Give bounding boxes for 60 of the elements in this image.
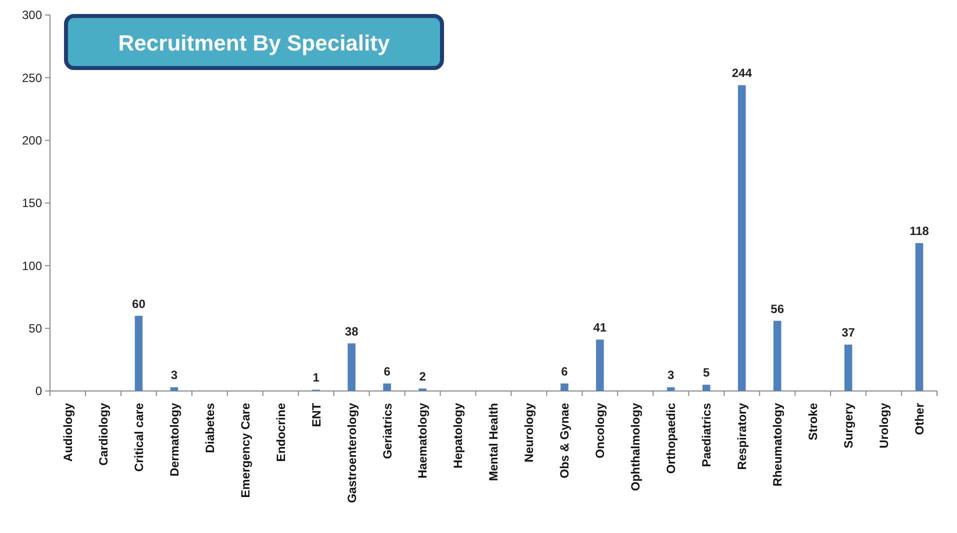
text: Recruitment By Speciality (118, 30, 390, 56)
x-tick-label: Urology (876, 402, 891, 448)
data-label: 118 (910, 224, 930, 238)
bar (844, 344, 852, 391)
data-label: 37 (842, 326, 856, 340)
x-tick-label: Paediatrics (700, 402, 714, 468)
bar (383, 383, 391, 391)
x-tick-label: Oncology (593, 402, 608, 458)
x-tick-label: Other (912, 402, 926, 436)
x-tick-label: Obs & Gynae (558, 402, 572, 478)
data-label: 38 (344, 324, 359, 338)
y-tick-label: 0 (35, 384, 42, 398)
data-label: 244 (732, 66, 752, 80)
x-tick-label: Gastroenterology (344, 402, 359, 504)
x-tick-label: Cardiology (96, 402, 110, 466)
x-tick-label: Mental Health (486, 403, 501, 482)
x-tick-label: Emergency Care (238, 402, 252, 498)
bar (773, 320, 782, 391)
bar (560, 383, 568, 391)
x-tick-label: Surgery (842, 402, 856, 448)
x-tick-label: Audiology (60, 402, 75, 462)
x-tick-label: Neurology (522, 402, 536, 462)
x-tick-label: Endocrine (274, 402, 288, 462)
data-label: 2 (419, 369, 426, 384)
data-label: 56 (770, 302, 784, 316)
x-tick-label: ENT (309, 402, 324, 427)
x-tick-label: Critical care (132, 402, 146, 472)
x-tick-label: Dermatology (167, 402, 182, 476)
data-label: 5 (703, 366, 710, 380)
data-label: 41 (593, 320, 607, 335)
bar (134, 316, 143, 391)
bar (170, 387, 178, 391)
data-label: 1 (312, 370, 320, 385)
x-tick-label: Geriatrics (380, 402, 394, 460)
x-tick-label: Orthopaedic (664, 402, 678, 474)
data-label: 6 (384, 364, 391, 378)
bar (596, 340, 604, 391)
x-tick-label: Diabetes (202, 402, 217, 454)
y-tick-label: 250 (22, 70, 42, 85)
y-tick-label: 150 (22, 196, 42, 210)
x-tick-label: Rheumatology (770, 402, 785, 486)
bar (666, 387, 675, 391)
data-label: 3 (668, 368, 675, 382)
y-tick-label: 100 (22, 258, 42, 273)
bar (348, 343, 356, 391)
x-tick-label: Ophthalmology (628, 402, 643, 491)
data-label: 60 (132, 296, 146, 311)
data-label: 3 (170, 368, 178, 382)
bar (738, 85, 746, 391)
data-label: 6 (561, 364, 568, 378)
y-tick-label: 200 (22, 134, 42, 148)
bar (702, 384, 710, 391)
x-tick-label: Haematology (416, 402, 430, 478)
x-tick-label: Stroke (806, 402, 820, 440)
y-tick-label: 300 (22, 8, 42, 22)
y-tick-label: 50 (28, 322, 42, 336)
x-tick-label: Respiratory (735, 402, 750, 470)
bar (418, 388, 426, 391)
x-tick-label: Hepatology (451, 402, 466, 468)
bar (915, 243, 924, 391)
